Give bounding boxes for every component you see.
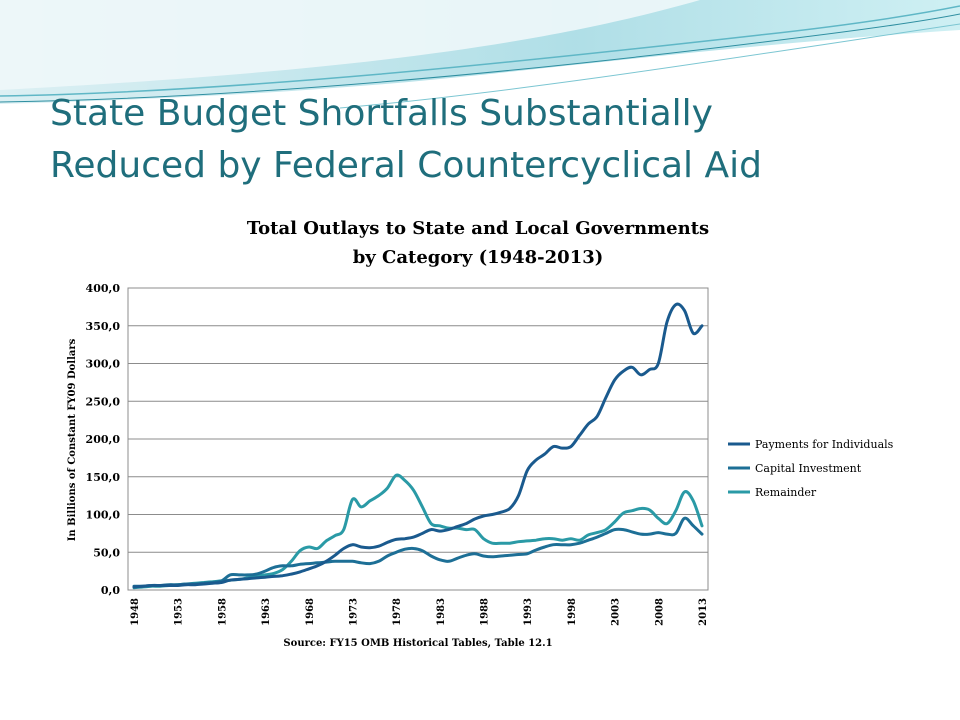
- legend: Payments for Individuals Capital Investme…: [728, 438, 894, 499]
- x-tick-label: 1983: [436, 598, 447, 626]
- x-tick-label: 1958: [217, 598, 228, 626]
- plot-area: 0,0 50,0 100,0 150,0 200,0 250,0 300,0 350,0 400…: [86, 282, 709, 626]
- legend-label: Remainder: [755, 486, 817, 499]
- x-axis-label: Source: FY15 OMB Historical Tables, Tabl…: [283, 638, 552, 649]
- x-tick-label: 1973: [348, 598, 359, 626]
- y-tick-label: 200,0: [86, 433, 121, 446]
- slide-title: State Budget Shortfalls Substantially Re…: [50, 88, 930, 192]
- x-tick-label: 2003: [611, 598, 622, 626]
- y-tick-label: 50,0: [93, 546, 120, 559]
- x-tick-label: 2008: [654, 598, 665, 626]
- x-tick-label: 1988: [480, 598, 491, 626]
- series-line-capital-investment: [132, 516, 704, 588]
- header-swoosh-decoration: [0, 0, 960, 109]
- chart-subtitle: by Category (1948-2013): [353, 247, 604, 268]
- x-tick-label: 1998: [567, 598, 578, 626]
- y-axis-label: In Billions of Constant FY09 Dollars: [67, 338, 78, 541]
- swoosh-line: [0, 13, 960, 103]
- swoosh-line: [339, 23, 960, 109]
- y-tick-label: 400,0: [86, 282, 121, 295]
- swoosh-band: [0, 0, 700, 90]
- x-tick-label: 1978: [392, 598, 403, 626]
- x-tick-label: 1953: [174, 598, 185, 626]
- chart-title: Total Outlays to State and Local Governm…: [247, 218, 709, 239]
- slide-title-line-2: Reduced by Federal Countercyclical Aid: [50, 145, 762, 186]
- legend-label: Payments for Individuals: [755, 438, 894, 451]
- x-tick-label: 1948: [130, 598, 141, 626]
- series-line-payments-for-individuals: [132, 302, 704, 589]
- legend-label: Capital Investment: [755, 462, 862, 475]
- x-tick-label: 1968: [305, 598, 316, 626]
- y-tick-label: 300,0: [86, 358, 121, 371]
- swoosh-line: [0, 5, 960, 97]
- x-tick-label: 1993: [523, 598, 534, 626]
- y-tick-label: 350,0: [86, 320, 121, 333]
- series-line-remainder: [132, 473, 704, 590]
- y-tick-label: 100,0: [86, 509, 121, 522]
- y-tick-label: 250,0: [86, 395, 121, 408]
- x-tick-label: 1963: [261, 598, 272, 626]
- y-tick-label: 150,0: [86, 471, 121, 484]
- x-tick-label: 2013: [698, 598, 709, 626]
- y-tick-label: 0,0: [101, 584, 120, 597]
- slide-title-line-1: State Budget Shortfalls Substantially: [50, 93, 713, 134]
